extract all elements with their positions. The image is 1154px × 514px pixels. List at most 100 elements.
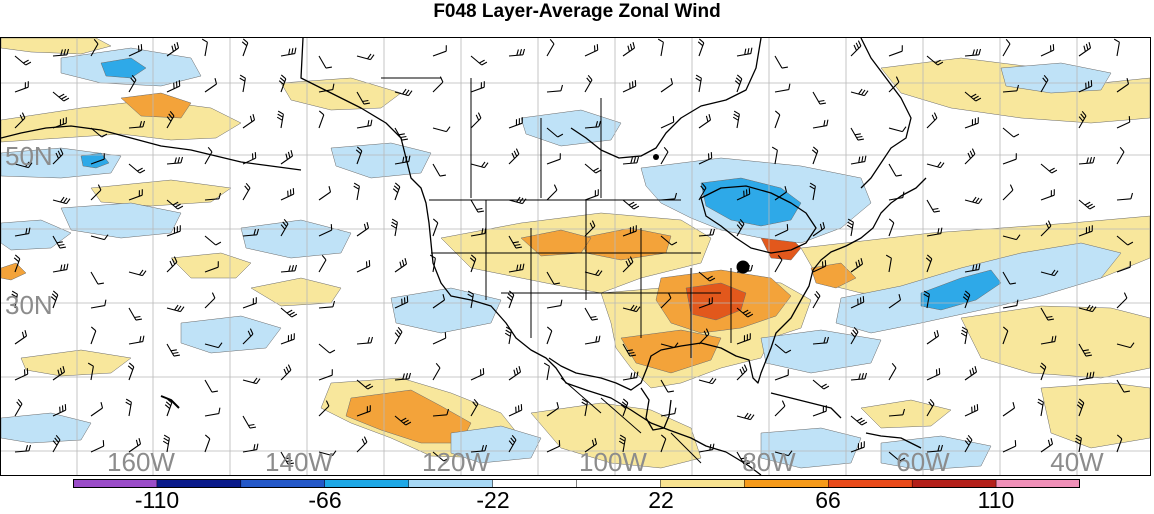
wind-barb bbox=[926, 227, 943, 237]
wind-barb bbox=[546, 271, 560, 285]
wind-barb bbox=[14, 444, 32, 453]
colorbar-tick-label: 110 bbox=[977, 487, 1015, 513]
wind-barb bbox=[736, 451, 750, 465]
wind-barb bbox=[90, 38, 99, 57]
map-panel: 160W 140W 120W 100W 80W 60W 40W 50N 30N bbox=[0, 37, 1151, 476]
wind-barb bbox=[771, 146, 778, 165]
wind-barb bbox=[87, 362, 94, 381]
wind-barb bbox=[356, 405, 371, 417]
wind-barb bbox=[280, 364, 292, 381]
wind-barb bbox=[736, 307, 754, 318]
wind-barb bbox=[774, 343, 792, 354]
chart-title: F048 Layer-Average Zonal Wind bbox=[433, 1, 721, 22]
wind-contour-region bbox=[100, 57, 147, 79]
wind-contour-region bbox=[960, 305, 1150, 379]
wind-barb bbox=[318, 224, 333, 237]
wind-barb bbox=[1078, 42, 1092, 57]
wind-barb bbox=[697, 38, 705, 57]
wind-barb bbox=[470, 112, 482, 129]
wind-barb bbox=[318, 110, 325, 129]
wind-barb bbox=[432, 218, 439, 237]
wind-barb bbox=[584, 438, 598, 453]
wind-barb bbox=[964, 196, 983, 205]
wind-barb bbox=[620, 398, 629, 417]
wind-barb bbox=[1002, 440, 1017, 453]
wind-barb bbox=[166, 80, 181, 93]
wind-barb bbox=[584, 335, 601, 345]
wind-contour-region bbox=[280, 77, 402, 111]
wind-barb bbox=[470, 55, 488, 66]
wind-barb bbox=[964, 117, 979, 129]
colorbar-tick-label: -66 bbox=[308, 487, 342, 513]
wind-barb bbox=[166, 156, 184, 165]
wind-barb bbox=[128, 307, 142, 321]
wind-barb bbox=[50, 290, 59, 309]
wind-barb bbox=[128, 163, 146, 174]
wind-barb bbox=[888, 45, 903, 57]
wind-barb bbox=[1116, 235, 1134, 246]
wind-barb bbox=[14, 81, 29, 93]
wind-barb bbox=[508, 434, 517, 453]
wind-barb bbox=[774, 55, 788, 69]
wind-barb bbox=[14, 368, 29, 381]
wind-barb bbox=[964, 148, 976, 165]
wind-contour-region bbox=[1, 262, 27, 281]
wind-barb bbox=[318, 300, 336, 309]
wind-barb bbox=[432, 332, 447, 345]
wind-barb bbox=[394, 88, 413, 97]
wind-contour-region bbox=[60, 202, 182, 239]
wind-barb bbox=[850, 155, 867, 165]
wind-barb bbox=[470, 227, 487, 237]
colorbar bbox=[73, 479, 1080, 488]
wind-barb bbox=[1002, 326, 1009, 345]
wind-barb bbox=[660, 116, 675, 129]
wind-barb bbox=[318, 369, 333, 381]
wind-barb bbox=[885, 254, 892, 273]
wind-barb bbox=[470, 81, 485, 93]
wind-barb bbox=[1002, 402, 1016, 417]
wind-contour-region bbox=[1040, 382, 1150, 449]
wind-barb bbox=[90, 299, 107, 309]
wind-barb bbox=[622, 80, 637, 93]
wind-barb bbox=[1116, 146, 1125, 165]
lon-label-80w: 80W bbox=[742, 447, 796, 475]
wind-contour-region bbox=[120, 92, 192, 119]
wind-barb bbox=[926, 444, 944, 453]
wind-barb bbox=[774, 110, 781, 129]
political-boundaries bbox=[381, 77, 732, 464]
wind-barb bbox=[90, 234, 109, 241]
wind-barb bbox=[356, 436, 368, 453]
wind-barb bbox=[581, 398, 588, 417]
wind-barb bbox=[356, 119, 373, 129]
wind-barb bbox=[204, 292, 216, 309]
wind-barb bbox=[432, 408, 450, 417]
wind-barb bbox=[657, 38, 664, 57]
wind-contour-region bbox=[1000, 62, 1112, 94]
wind-barb bbox=[90, 326, 97, 345]
wind-barb bbox=[1040, 307, 1054, 321]
wind-barb bbox=[546, 153, 561, 165]
wind-barb bbox=[318, 450, 337, 457]
wind-contour-region bbox=[250, 277, 342, 307]
wind-barb bbox=[850, 441, 865, 453]
wind-contour-region bbox=[860, 399, 952, 429]
wind-barb bbox=[1078, 343, 1092, 357]
longitude-labels: 160W 140W 120W 100W 80W 60W 40W bbox=[107, 447, 1104, 475]
lon-label-160w: 160W bbox=[107, 447, 175, 475]
wind-barb bbox=[394, 415, 412, 426]
wind-barb bbox=[584, 307, 598, 321]
wind-barb bbox=[622, 343, 636, 357]
wind-barb bbox=[470, 368, 485, 381]
wind-barb bbox=[736, 47, 753, 57]
wind-map: 160W 140W 120W 100W 80W 60W 40W 50N 30N bbox=[1, 38, 1150, 475]
wind-barb bbox=[850, 415, 868, 426]
wind-barb bbox=[429, 254, 436, 273]
wind-barb bbox=[14, 161, 33, 169]
wind-barb bbox=[353, 182, 360, 201]
wind-barb bbox=[1040, 335, 1057, 345]
wind-barb bbox=[736, 264, 754, 273]
wind-barb bbox=[1116, 116, 1131, 129]
wind-barb bbox=[242, 228, 260, 237]
wind-barb bbox=[774, 400, 786, 417]
wind-barb bbox=[356, 260, 371, 273]
